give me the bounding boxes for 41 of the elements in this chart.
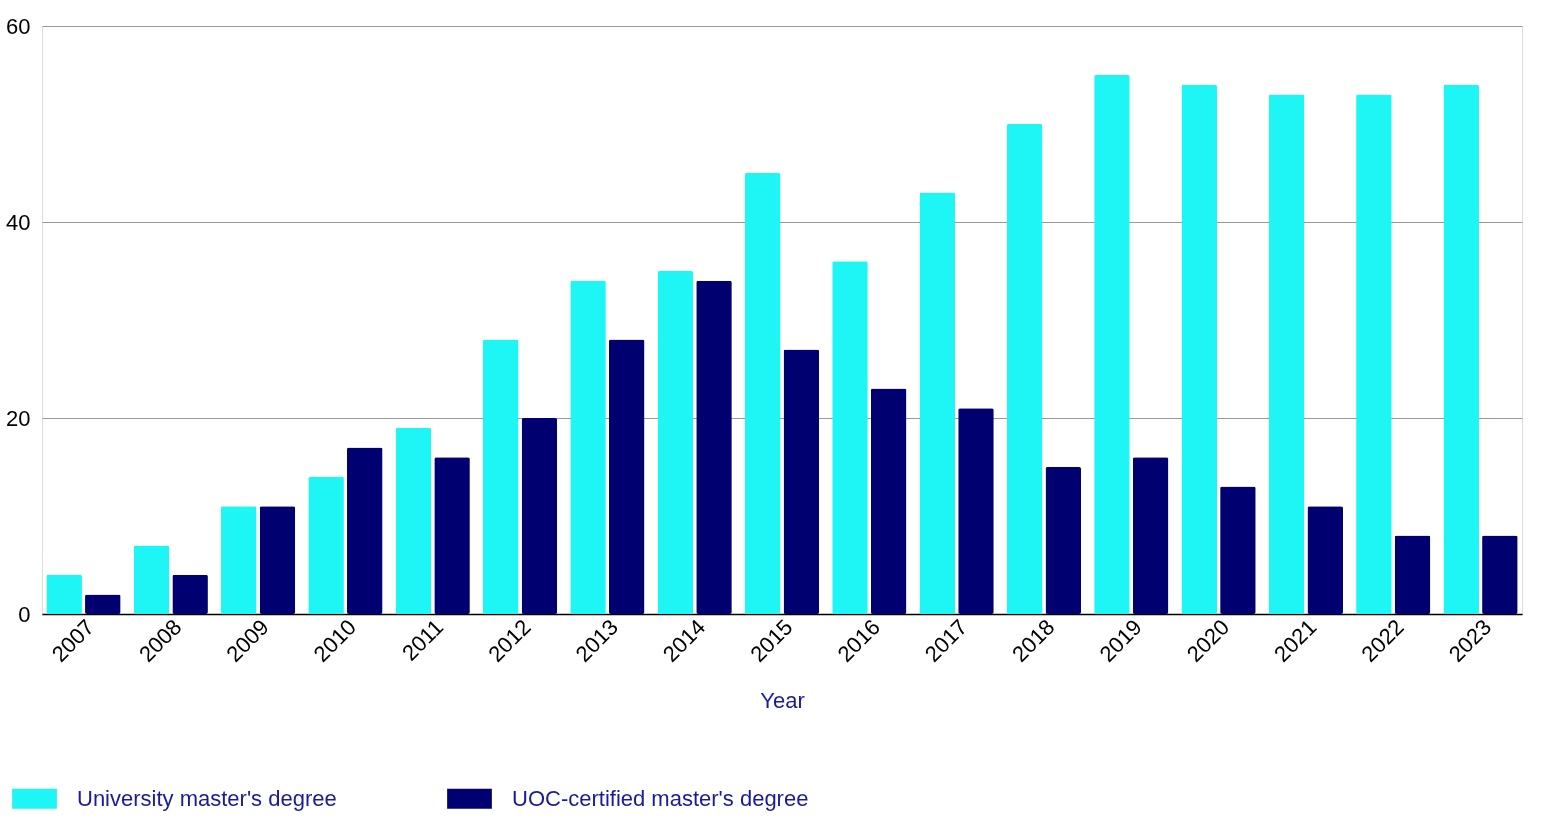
bar bbox=[1132, 457, 1169, 614]
bar bbox=[434, 457, 470, 614]
bar bbox=[259, 506, 296, 614]
y-tick-label: 0 bbox=[18, 601, 31, 627]
bar bbox=[1268, 94, 1305, 614]
bar bbox=[221, 506, 257, 614]
bar bbox=[308, 476, 344, 614]
bar bbox=[1045, 467, 1082, 614]
bar bbox=[744, 173, 781, 614]
bar bbox=[958, 408, 994, 614]
bar bbox=[1181, 84, 1218, 614]
bar bbox=[696, 280, 732, 614]
bar bbox=[1307, 506, 1343, 614]
bar bbox=[1394, 535, 1431, 614]
bar bbox=[919, 192, 956, 614]
bar bbox=[1482, 535, 1518, 614]
x-axis-title: Year bbox=[760, 687, 805, 713]
bar bbox=[783, 349, 820, 614]
bar bbox=[85, 594, 121, 614]
bar bbox=[46, 574, 82, 614]
bar bbox=[1094, 75, 1130, 614]
bar bbox=[133, 545, 170, 614]
bar bbox=[346, 447, 383, 614]
y-tick-label: 60 bbox=[6, 13, 31, 39]
bar bbox=[1220, 486, 1256, 614]
bar bbox=[870, 388, 907, 614]
bar bbox=[395, 427, 432, 614]
bar bbox=[521, 418, 558, 614]
legend-label: UOC-certified master's degree bbox=[512, 785, 809, 811]
bar bbox=[608, 339, 645, 614]
y-tick-label: 20 bbox=[6, 405, 31, 431]
bar bbox=[1006, 124, 1043, 614]
bar bbox=[1443, 84, 1479, 614]
bar bbox=[1356, 94, 1392, 614]
legend-label: University master's degree bbox=[77, 785, 337, 811]
y-tick-label: 40 bbox=[6, 209, 31, 235]
bar bbox=[657, 271, 694, 614]
bar bbox=[172, 574, 208, 614]
bar bbox=[832, 261, 868, 614]
bar bbox=[482, 339, 519, 614]
bar bbox=[570, 280, 606, 614]
